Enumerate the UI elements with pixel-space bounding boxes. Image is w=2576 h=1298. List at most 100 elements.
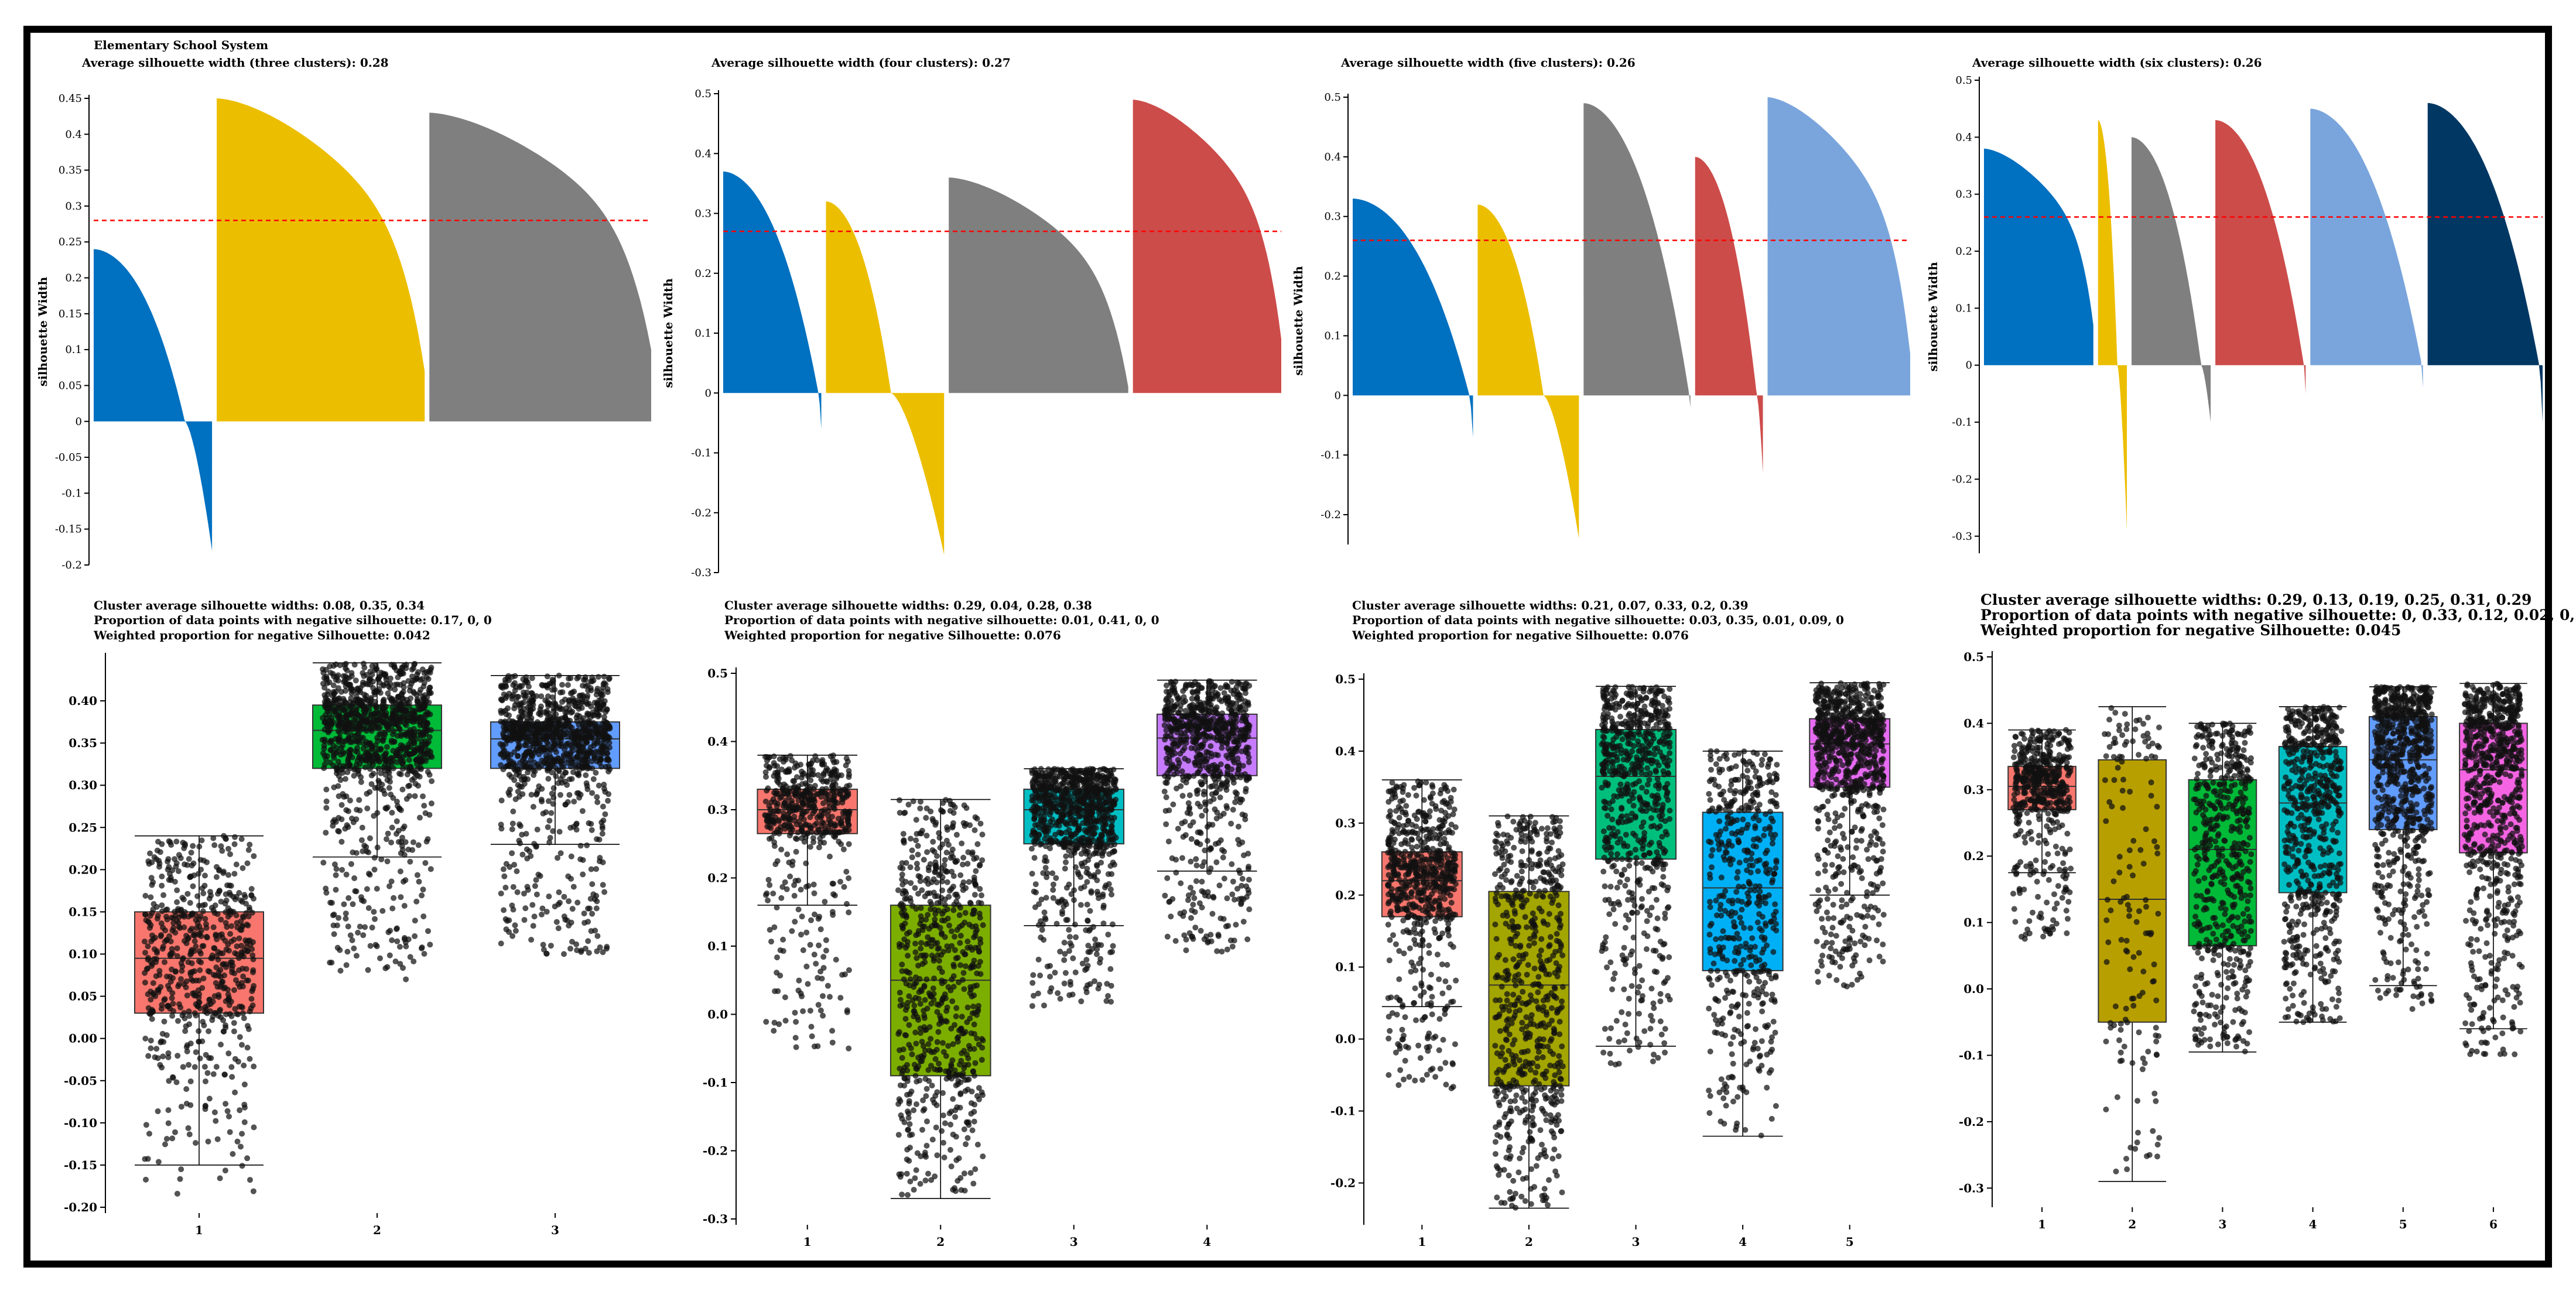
data-point <box>896 1171 902 1177</box>
data-point <box>532 748 539 754</box>
data-point <box>427 711 433 718</box>
data-point <box>962 951 969 957</box>
data-point <box>200 908 206 915</box>
data-point <box>915 891 921 897</box>
data-point <box>833 789 840 796</box>
data-point <box>827 854 833 859</box>
data-point <box>200 1019 206 1025</box>
data-point <box>842 971 848 978</box>
data-point <box>589 731 596 738</box>
silhouette-y-tick-label: 0.5 <box>1324 91 1341 104</box>
data-point <box>945 1043 952 1049</box>
data-point <box>944 827 950 833</box>
data-point <box>188 976 194 982</box>
data-point <box>218 1042 224 1048</box>
data-point <box>516 741 522 748</box>
data-point <box>580 683 586 689</box>
data-point <box>802 788 808 794</box>
data-point <box>193 1140 199 1146</box>
data-point <box>932 922 938 929</box>
data-point <box>946 888 953 894</box>
data-point <box>906 1100 912 1107</box>
data-point <box>775 988 781 994</box>
data-point <box>922 1027 928 1033</box>
data-point <box>365 967 371 973</box>
silhouette-y-axis-label: silhouette Width <box>1926 262 1940 372</box>
data-point <box>776 818 782 824</box>
data-point <box>596 782 602 789</box>
data-point <box>238 943 245 949</box>
data-point <box>147 850 153 857</box>
data-point <box>225 845 231 852</box>
data-point <box>176 852 182 858</box>
data-point <box>415 783 422 789</box>
data-point <box>819 975 825 982</box>
data-point <box>579 808 586 814</box>
data-point <box>820 778 826 785</box>
data-point <box>200 975 207 982</box>
silhouette-y-tick-label: 0.1 <box>695 327 711 340</box>
data-point <box>228 883 234 889</box>
data-point <box>206 1055 212 1061</box>
data-point <box>768 835 775 841</box>
data-point <box>362 924 368 930</box>
data-point <box>792 835 799 841</box>
data-point <box>820 830 827 836</box>
data-point <box>1029 1003 1035 1009</box>
data-point <box>556 828 563 835</box>
data-point <box>413 718 419 724</box>
data-point <box>530 804 536 810</box>
data-point <box>500 730 507 737</box>
boxplot-summary-line-2: Proportion of data points with negative … <box>94 613 492 627</box>
data-point <box>970 1180 977 1187</box>
data-point <box>231 1028 237 1035</box>
data-point <box>934 1039 940 1045</box>
data-point <box>190 990 196 996</box>
data-point <box>399 761 405 767</box>
data-point <box>1031 888 1037 895</box>
data-point <box>241 1062 247 1068</box>
data-point <box>560 764 567 770</box>
data-point <box>523 831 529 837</box>
data-point <box>780 948 786 954</box>
data-point <box>844 783 850 789</box>
data-point <box>925 912 931 918</box>
data-point <box>511 749 518 755</box>
data-point <box>409 666 415 673</box>
data-point <box>901 906 907 913</box>
data-point <box>791 893 798 899</box>
boxplot-y-tick-label: 0.2 <box>707 871 728 885</box>
data-point <box>906 970 913 976</box>
data-point <box>946 1073 952 1080</box>
data-point <box>772 861 779 868</box>
data-point <box>964 1135 971 1141</box>
data-point <box>974 841 981 847</box>
data-point <box>378 856 385 862</box>
data-point <box>561 893 567 900</box>
data-point <box>240 973 247 980</box>
data-point <box>771 760 777 766</box>
data-point <box>963 805 970 811</box>
data-point <box>784 886 790 892</box>
data-point <box>251 895 256 902</box>
data-point <box>592 927 598 934</box>
data-point <box>792 878 799 884</box>
data-point <box>248 886 255 892</box>
data-point <box>251 853 257 859</box>
data-point <box>979 1089 985 1095</box>
data-point <box>379 907 386 914</box>
silhouette-cluster-5 <box>2310 108 2423 388</box>
data-point <box>506 917 512 923</box>
data-point <box>165 867 171 873</box>
data-point <box>896 1029 902 1035</box>
data-point <box>817 814 824 821</box>
data-point <box>830 912 836 918</box>
data-point <box>773 791 779 797</box>
data-point <box>341 794 347 800</box>
data-point <box>347 739 353 745</box>
data-point <box>402 839 409 845</box>
data-point <box>1067 940 1073 946</box>
data-point <box>960 861 966 868</box>
data-point <box>830 881 836 887</box>
silhouette-y-tick-label: -0.2 <box>691 507 711 519</box>
